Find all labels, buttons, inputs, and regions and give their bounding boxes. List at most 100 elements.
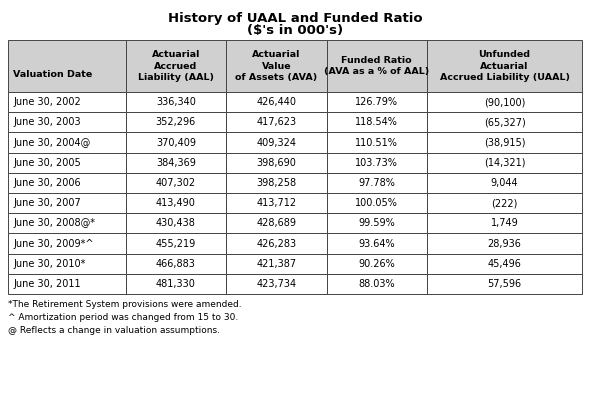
Text: 370,409: 370,409 — [156, 138, 196, 147]
Text: 1,749: 1,749 — [491, 218, 519, 228]
Text: 99.59%: 99.59% — [358, 218, 395, 228]
Bar — [427, 132, 582, 152]
Bar — [226, 92, 327, 112]
Text: 466,883: 466,883 — [156, 259, 196, 269]
Bar — [327, 274, 427, 294]
Bar — [327, 92, 427, 112]
Bar — [327, 112, 427, 132]
Text: 423,734: 423,734 — [256, 279, 296, 289]
Bar — [126, 112, 226, 132]
Bar — [8, 112, 126, 132]
Bar — [226, 40, 327, 92]
Text: 126.79%: 126.79% — [355, 97, 398, 107]
Bar — [226, 193, 327, 213]
Bar — [126, 213, 226, 234]
Text: 428,689: 428,689 — [256, 218, 296, 228]
Text: 398,258: 398,258 — [256, 178, 296, 188]
Text: Actuarial
Accrued
Liability (AAL): Actuarial Accrued Liability (AAL) — [138, 50, 214, 82]
Text: (38,915): (38,915) — [484, 138, 525, 147]
Bar — [427, 40, 582, 92]
Bar — [427, 152, 582, 173]
Bar — [226, 112, 327, 132]
Bar — [327, 40, 427, 92]
Bar — [8, 254, 126, 274]
Text: 103.73%: 103.73% — [355, 158, 398, 168]
Bar — [8, 132, 126, 152]
Text: 110.51%: 110.51% — [355, 138, 398, 147]
Bar — [8, 213, 126, 234]
Bar — [327, 234, 427, 254]
Text: (14,321): (14,321) — [484, 158, 525, 168]
Text: 398,690: 398,690 — [257, 158, 296, 168]
Text: June 30, 2006: June 30, 2006 — [13, 178, 81, 188]
Text: (65,327): (65,327) — [484, 117, 525, 127]
Bar — [8, 152, 126, 173]
Bar — [226, 274, 327, 294]
Text: June 30, 2007: June 30, 2007 — [13, 198, 81, 208]
Bar — [8, 92, 126, 112]
Bar — [126, 152, 226, 173]
Text: 417,623: 417,623 — [256, 117, 296, 127]
Text: 455,219: 455,219 — [156, 239, 196, 248]
Bar — [8, 234, 126, 254]
Bar — [126, 274, 226, 294]
Text: June 30, 2011: June 30, 2011 — [13, 279, 81, 289]
Text: June 30, 2009*^: June 30, 2009*^ — [13, 239, 93, 248]
Bar — [226, 152, 327, 173]
Bar — [226, 173, 327, 193]
Text: ($'s in 000's): ($'s in 000's) — [247, 24, 343, 37]
Bar — [126, 254, 226, 274]
Bar — [427, 173, 582, 193]
Bar — [327, 254, 427, 274]
Bar — [327, 132, 427, 152]
Text: 57,596: 57,596 — [487, 279, 522, 289]
Text: 88.03%: 88.03% — [359, 279, 395, 289]
Bar — [126, 40, 226, 92]
Text: 407,302: 407,302 — [156, 178, 196, 188]
Text: 100.05%: 100.05% — [355, 198, 398, 208]
Bar — [427, 112, 582, 132]
Bar — [126, 193, 226, 213]
Text: 28,936: 28,936 — [487, 239, 522, 248]
Bar — [427, 92, 582, 112]
Bar — [226, 234, 327, 254]
Bar — [427, 213, 582, 234]
Text: 118.54%: 118.54% — [355, 117, 398, 127]
Bar — [226, 213, 327, 234]
Text: June 30, 2002: June 30, 2002 — [13, 97, 81, 107]
Text: 481,330: 481,330 — [156, 279, 196, 289]
Text: 93.64%: 93.64% — [359, 239, 395, 248]
Bar — [126, 132, 226, 152]
Text: June 30, 2003: June 30, 2003 — [13, 117, 81, 127]
Text: 384,369: 384,369 — [156, 158, 196, 168]
Text: Unfunded
Actuarial
Accrued Liability (UAAL): Unfunded Actuarial Accrued Liability (UA… — [440, 50, 569, 82]
Text: 336,340: 336,340 — [156, 97, 196, 107]
Text: @ Reflects a change in valuation assumptions.: @ Reflects a change in valuation assumpt… — [8, 326, 220, 335]
Bar — [8, 274, 126, 294]
Text: 430,438: 430,438 — [156, 218, 196, 228]
Bar — [126, 234, 226, 254]
Text: June 30, 2005: June 30, 2005 — [13, 158, 81, 168]
Bar — [327, 152, 427, 173]
Bar — [226, 132, 327, 152]
Bar — [427, 234, 582, 254]
Text: 409,324: 409,324 — [256, 138, 296, 147]
Text: 413,712: 413,712 — [256, 198, 296, 208]
Text: 97.78%: 97.78% — [358, 178, 395, 188]
Text: 421,387: 421,387 — [256, 259, 296, 269]
Text: June 30, 2004@: June 30, 2004@ — [13, 138, 90, 147]
Bar — [427, 254, 582, 274]
Text: Funded Ratio
(AVA as a % of AAL): Funded Ratio (AVA as a % of AAL) — [324, 56, 430, 76]
Bar — [327, 193, 427, 213]
Text: *The Retirement System provisions were amended.: *The Retirement System provisions were a… — [8, 300, 242, 309]
Bar — [8, 173, 126, 193]
Text: Valuation Date: Valuation Date — [13, 70, 92, 79]
Text: June 30, 2010*: June 30, 2010* — [13, 259, 86, 269]
Text: Actuarial
Value
of Assets (AVA): Actuarial Value of Assets (AVA) — [235, 50, 317, 82]
Bar — [126, 173, 226, 193]
Text: June 30, 2008@*: June 30, 2008@* — [13, 218, 95, 228]
Bar — [8, 40, 126, 92]
Text: (90,100): (90,100) — [484, 97, 525, 107]
Bar — [427, 274, 582, 294]
Text: 426,283: 426,283 — [256, 239, 296, 248]
